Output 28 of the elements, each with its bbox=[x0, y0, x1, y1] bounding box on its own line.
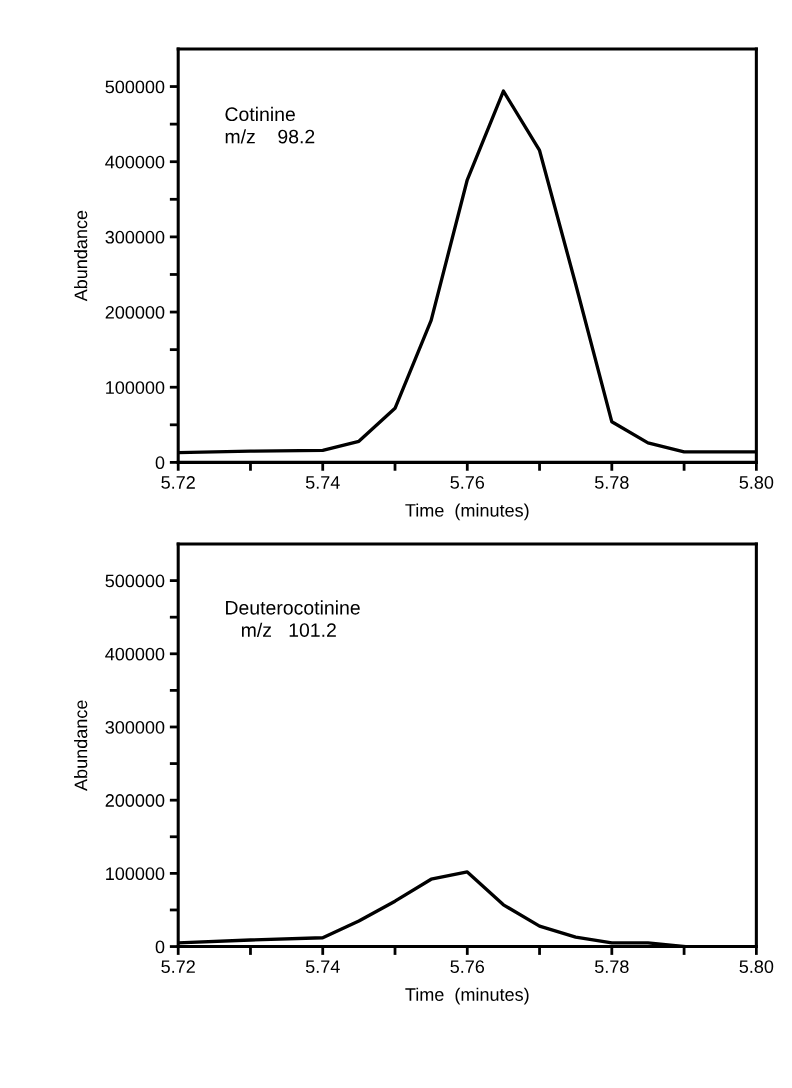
annotation: Deuterocotinine m/z 101.2 bbox=[226, 600, 360, 637]
x-tick-label: 5.72 bbox=[161, 960, 195, 974]
x-tick-label: 5.72 bbox=[161, 476, 195, 489]
y-tick-label: 200000 bbox=[105, 305, 165, 319]
x-tick-label: 5.76 bbox=[450, 476, 485, 489]
x-axis-title: Time (minutes) bbox=[405, 503, 529, 521]
y-tick-label: 500000 bbox=[105, 80, 165, 94]
x-tick-label: 5.80 bbox=[739, 476, 774, 489]
y-tick-label: 200000 bbox=[105, 794, 165, 807]
y-tick-label: 0 bbox=[155, 456, 165, 470]
x-tick-label: 5.78 bbox=[594, 476, 629, 489]
x-tick-label: 5.76 bbox=[450, 960, 485, 974]
y-axis-title: Abundance bbox=[74, 210, 88, 302]
y-tick-label: 100000 bbox=[106, 381, 165, 394]
y-tick-label: 400000 bbox=[105, 647, 165, 661]
x-axis-title: Time (minutes) bbox=[405, 987, 529, 1005]
x-tick-label: 5.80 bbox=[739, 960, 774, 974]
y-tick-label: 0 bbox=[155, 940, 165, 954]
y-tick-label: 500000 bbox=[105, 574, 165, 588]
y-tick-label: 300000 bbox=[105, 720, 165, 734]
x-tick-label: 5.74 bbox=[305, 960, 340, 974]
y-axis-title: Abundance bbox=[74, 700, 88, 791]
y-tick-label: 100000 bbox=[106, 867, 165, 881]
x-tick-label: 5.74 bbox=[305, 476, 340, 489]
annotation: Cotinine m/z 98.2 bbox=[225, 106, 315, 144]
x-tick-label: 5.78 bbox=[594, 960, 629, 974]
y-tick-label: 300000 bbox=[105, 230, 165, 244]
y-tick-label: 400000 bbox=[105, 155, 165, 169]
